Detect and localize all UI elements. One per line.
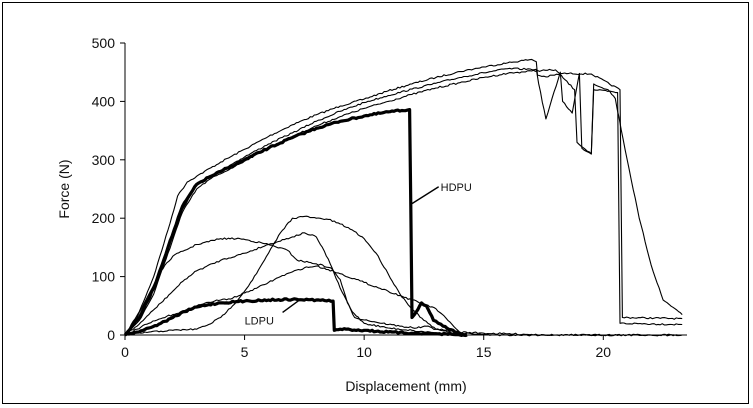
annotation-hdpu: HDPU [441,182,472,194]
y-ticks: 0 100 200 300 400 500 [92,35,125,343]
chart-frame: 0 100 200 300 400 500 0 5 10 15 20 HDPU LDPU Displ… [2,2,749,404]
x-tick-label: 0 [121,344,129,360]
hdpu-curve-2 [124,67,683,336]
axes: 0 100 200 300 400 500 0 5 10 15 20 [92,35,687,360]
y-tick-label: 0 [107,327,115,343]
x-tick-label: 15 [476,344,492,360]
ldpu-curve-8 [124,215,683,337]
y-tick-label: 200 [92,210,116,226]
y-tick-label: 300 [92,152,116,168]
series-layer [123,58,683,338]
annotation-ldpu: LDPU [245,315,274,327]
x-tick-label: 5 [241,344,249,360]
ldpu-curve-9 [124,297,468,338]
annotation-leader-hdpu [411,186,440,205]
y-tick-label: 100 [92,269,116,285]
x-axis-title: Displacement (mm) [345,378,466,394]
y-tick-label: 500 [92,35,116,51]
line-chart: 0 100 200 300 400 500 0 5 10 15 20 HDPU LDPU Displ… [56,35,687,394]
annotation-layer: HDPU LDPU [245,182,472,328]
y-tick-label: 400 [92,93,116,109]
x-ticks: 0 5 10 15 20 [121,335,611,360]
x-tick-label: 20 [596,344,612,360]
hdpu-curve-1 [124,58,683,336]
ldpu-curve-5 [124,237,683,337]
hdpu-curve-4 [123,108,468,337]
x-tick-label: 10 [356,344,372,360]
hdpu-curve-3 [124,68,683,336]
annotation-leader-ldpu [282,299,300,314]
y-axis-title: Force (N) [56,159,72,218]
ldpu-curve-6 [124,232,460,336]
